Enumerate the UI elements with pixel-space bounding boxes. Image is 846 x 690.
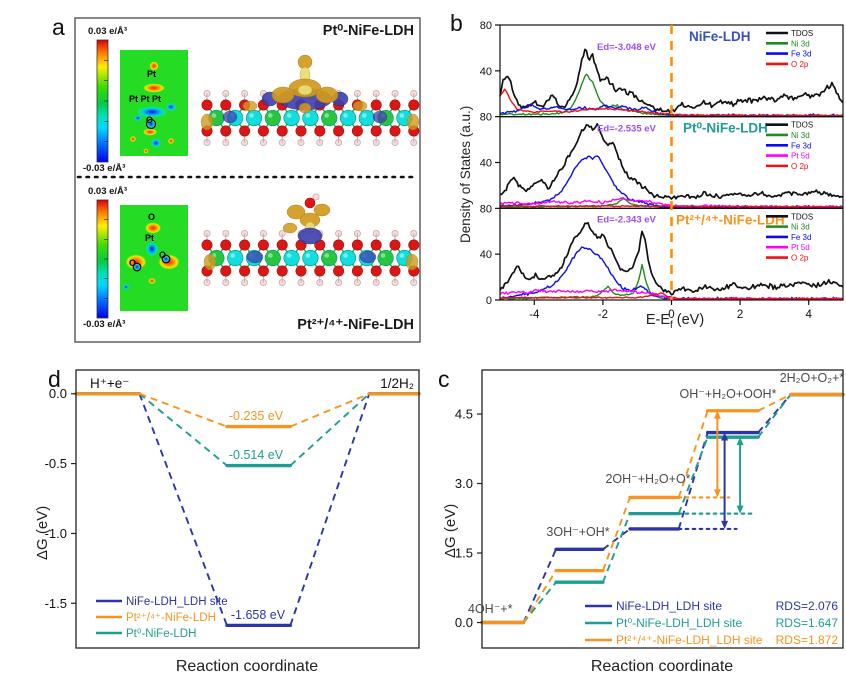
her-value-label: -0.235 eV xyxy=(229,409,284,423)
panel-a-letter: a xyxy=(52,14,65,40)
svg-text:80: 80 xyxy=(480,112,492,124)
her-y-axis-label: ΔG (eV) xyxy=(34,505,51,560)
her-legend-entry: NiFe-LDH_LDH site xyxy=(126,596,228,608)
dos-x-axis-label: E-Ef (eV) xyxy=(610,312,740,331)
dos-x-axis-label-sub: f xyxy=(669,319,673,331)
her-legend-entry: Pt²⁺/⁴⁺-NiFe-LDH xyxy=(126,612,216,624)
her-legend-entry: Pt⁰-NiFe-LDH xyxy=(126,628,196,640)
oer-y-axis-label: ΔG (eV) xyxy=(442,503,459,558)
dos-legend-entry: TDOS xyxy=(791,212,813,221)
panel-d-letter: d xyxy=(48,366,61,392)
her-value-label: -0.514 eV xyxy=(229,448,284,462)
svg-text:2: 2 xyxy=(737,309,743,321)
svg-text:40: 40 xyxy=(480,66,492,78)
dos-legend-entry: Fe 3d xyxy=(791,233,811,242)
dos-title: Pt²⁺/⁴⁺-NiFe-LDH xyxy=(676,212,785,227)
oer-rds-value: RDS=1.872 xyxy=(776,633,839,647)
dos-legend-entry: TDOS xyxy=(791,121,813,130)
oer-legend-entry: Pt²⁺/⁴⁺-NiFe-LDH_LDH site xyxy=(616,633,763,647)
svg-text:-0.5: -0.5 xyxy=(45,456,67,471)
step-chart-oer-free-energy: 0.0 1.5 3.0 4.5 4OH⁻+* 3OH⁻+OH* 2OH⁻+H₂O+O* OH⁻… xyxy=(455,369,845,649)
svg-text:80: 80 xyxy=(480,20,492,32)
her-final-state-label: 1/2H₂ xyxy=(380,376,414,391)
svg-text:40: 40 xyxy=(480,249,492,261)
dos-legend-entry: O 2p xyxy=(791,60,809,69)
dos-subplot-dos-pt24-nife-ldh: 0 40 80 -4 -2 0 2 4 Pt²⁺/⁴⁺-NiFe-LDH Ed=-2.343 eV… xyxy=(480,203,844,321)
svg-text:0: 0 xyxy=(486,295,492,307)
svg-text:-2: -2 xyxy=(598,309,608,321)
step-chart-her-free-energy: 0.0 -0.5 -1.0 -1.5 H⁺+e⁻ 1/2H₂ -1.658 eV -0.235… xyxy=(45,369,421,649)
map-label-pt-top: Pt xyxy=(147,69,156,79)
oer-legend-entry: NiFe-LDH_LDH site xyxy=(616,599,722,613)
svg-text:-1.0: -1.0 xyxy=(45,526,67,541)
structure-title-pt24: Pt²⁺/⁴⁺-NiFe-LDH xyxy=(297,317,414,333)
her-value-label: -1.658 eV xyxy=(231,608,286,622)
her-x-axis-label: Reaction coordinate xyxy=(175,658,319,675)
svg-text:4: 4 xyxy=(805,309,812,321)
svg-text:4.5: 4.5 xyxy=(455,407,473,422)
oer-step-label: OH⁻+H₂O+OOH* xyxy=(680,387,777,401)
dos-legend-entry: Pt 5d xyxy=(791,152,810,161)
svg-text:0: 0 xyxy=(668,309,674,321)
svg-text:-4: -4 xyxy=(529,309,540,321)
dos-legend-entry: TDOS xyxy=(791,29,813,38)
dos-ed-annotation: Ed=-2.535 eV xyxy=(597,124,657,135)
dos-legend-entry: Ni 3d xyxy=(791,131,810,140)
panel-c-letter: c xyxy=(438,366,450,392)
dos-x-axis-label-main: E-E xyxy=(645,312,670,328)
dos-legend-entry: O 2p xyxy=(791,254,809,263)
svg-text:-1.5: -1.5 xyxy=(45,596,67,611)
dos-curve-TDOS xyxy=(500,123,844,200)
dos-y-axis-label: Density of States (a.u.) xyxy=(458,105,473,243)
oer-legend-entry: Pt⁰-NiFe-LDH_LDH site xyxy=(616,616,742,630)
map-label-o: O xyxy=(146,115,154,125)
dos-legend-entry: Pt 5d xyxy=(791,243,810,252)
dos-ed-annotation: Ed=-3.048 eV xyxy=(597,42,657,53)
dos-curve-TDOS xyxy=(499,221,844,296)
map-label-o-left: O xyxy=(129,258,137,268)
dos-legend-entry: Ni 3d xyxy=(791,223,810,232)
colorbar-top-min-label: -0.03 e/Å³ xyxy=(83,163,126,174)
dos-title: Pt⁰-NiFe-LDH xyxy=(683,121,768,136)
svg-text:0.0: 0.0 xyxy=(455,615,473,630)
svg-text:1.5: 1.5 xyxy=(455,546,473,561)
svg-text:80: 80 xyxy=(480,203,492,215)
colorbar-bottom-max-label: 0.03 e/Å³ xyxy=(88,186,128,197)
dos-x-axis-label-unit: (eV) xyxy=(672,312,705,328)
oer-step-label: 2OH⁻+H₂O+O* xyxy=(605,472,690,486)
svg-text:0.0: 0.0 xyxy=(49,386,67,401)
dos-legend-entry: Fe 3d xyxy=(791,141,811,150)
dos-legend-entry: O 2p xyxy=(791,162,809,171)
svg-text:3.0: 3.0 xyxy=(455,476,473,491)
oer-step-label: 3OH⁻+OH* xyxy=(546,525,609,539)
map-label-pt-row: Pt Pt Pt xyxy=(129,94,162,104)
dos-legend-entry: Fe 3d xyxy=(791,50,811,59)
colorbar-bottom-min-label: -0.03 e/Å³ xyxy=(83,319,126,330)
oer-step-label: 2H₂O+O₂+* xyxy=(780,371,845,385)
her-initial-state-label: H⁺+e⁻ xyxy=(90,376,129,391)
map-label-pt: Pt xyxy=(145,233,154,243)
dos-legend-entry: Ni 3d xyxy=(791,39,810,48)
map-label-o-right: O xyxy=(159,250,167,260)
panel-a-art xyxy=(74,17,421,343)
panel-b-letter: b xyxy=(450,10,463,36)
colorbar-top-max-label: 0.03 e/Å³ xyxy=(88,26,128,37)
svg-text:40: 40 xyxy=(480,158,492,170)
dos-ed-annotation: Ed=-2.343 eV xyxy=(597,214,657,225)
dos-title: NiFe-LDH xyxy=(689,29,751,44)
structure-title-pt0: Pt⁰-NiFe-LDH xyxy=(322,23,414,39)
oer-rds-value: RDS=2.076 xyxy=(776,599,839,613)
oer-x-axis-label: Reaction coordinate xyxy=(590,658,734,675)
oer-step-label: 4OH⁻+* xyxy=(468,602,513,616)
oer-rds-value: RDS=1.647 xyxy=(776,616,839,630)
map-label-o-top: O xyxy=(148,212,156,222)
